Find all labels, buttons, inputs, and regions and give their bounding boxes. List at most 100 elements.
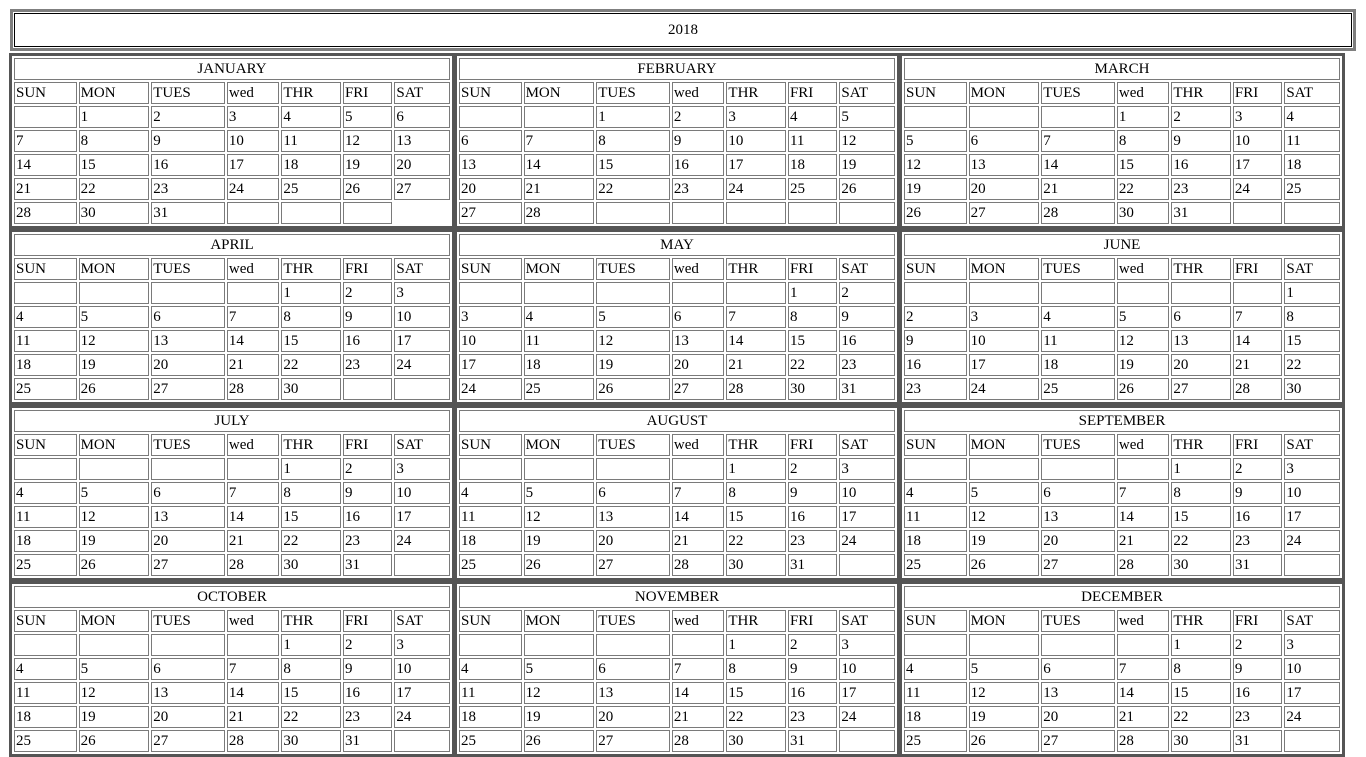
day-cell: 11 xyxy=(281,130,341,152)
day-cell: 22 xyxy=(1284,354,1340,376)
day-cell: 25 xyxy=(523,378,595,400)
day-cell xyxy=(281,202,341,224)
day-cell: 26 xyxy=(904,202,967,224)
day-cell: 4 xyxy=(523,306,595,328)
day-cell: 14 xyxy=(1116,682,1170,704)
week-row: 12 13 14 15 16 17 18 xyxy=(904,154,1340,176)
day-cell: 16 xyxy=(1232,682,1283,704)
weekday-header: THR xyxy=(1171,610,1231,632)
day-cell: 4 xyxy=(281,106,341,128)
day-cell: 31 xyxy=(787,730,838,752)
day-cell: 24 xyxy=(839,706,895,728)
weekday-header: wed xyxy=(226,610,280,632)
day-cell: 28 xyxy=(1232,378,1283,400)
day-cell: 13 xyxy=(394,130,450,152)
weekday-header: THR xyxy=(726,610,786,632)
day-cell: 3 xyxy=(226,106,280,128)
day-cell: 21 xyxy=(226,354,280,376)
weekday-header: SUN xyxy=(904,82,967,104)
day-cell: 24 xyxy=(839,530,895,552)
month-name: MARCH xyxy=(904,58,1340,80)
weekday-header: FRI xyxy=(1232,610,1283,632)
month-table: OCTOBER SUN MON TUES wed THR FRI SAT 1 2 3 4 5 6 7 8 9 10… xyxy=(12,584,452,754)
day-cell xyxy=(1041,106,1115,128)
day-cell: 22 xyxy=(726,706,786,728)
day-cell xyxy=(671,202,725,224)
day-cell: 20 xyxy=(1041,706,1115,728)
day-cell: 21 xyxy=(671,530,725,552)
day-cell: 27 xyxy=(968,202,1040,224)
day-cell: 13 xyxy=(151,330,225,352)
day-cell: 22 xyxy=(1116,178,1170,200)
day-cell: 6 xyxy=(394,106,450,128)
day-cell: 14 xyxy=(226,506,280,528)
day-cell: 16 xyxy=(671,154,725,176)
day-cell: 2 xyxy=(904,306,967,328)
day-cell: 14 xyxy=(1116,506,1170,528)
day-cell xyxy=(14,282,77,304)
day-cell xyxy=(523,282,595,304)
day-cell xyxy=(394,202,450,224)
month-table: APRIL SUN MON TUES wed THR FRI SAT 1 2 3 4 5 6 7 8 9 10 11… xyxy=(12,232,452,402)
day-cell: 25 xyxy=(14,554,77,576)
day-cell xyxy=(151,282,225,304)
day-cell: 9 xyxy=(839,306,895,328)
weekday-header: TUES xyxy=(596,434,670,456)
day-cell: 18 xyxy=(14,354,77,376)
day-cell: 27 xyxy=(459,202,522,224)
day-cell xyxy=(839,730,895,752)
weekday-header: FRI xyxy=(787,258,838,280)
day-cell: 14 xyxy=(14,154,77,176)
week-row: 7 8 9 10 11 12 13 xyxy=(14,130,450,152)
day-cell xyxy=(726,202,786,224)
day-cell: 18 xyxy=(459,530,522,552)
weekday-header: TUES xyxy=(151,610,225,632)
day-cell: 12 xyxy=(342,130,393,152)
weekday-header: TUES xyxy=(151,258,225,280)
week-row: 11 12 13 14 15 16 17 xyxy=(904,682,1340,704)
day-cell: 17 xyxy=(839,506,895,528)
day-cell: 30 xyxy=(726,730,786,752)
day-cell: 16 xyxy=(342,506,393,528)
day-cell: 22 xyxy=(78,178,150,200)
day-cell: 2 xyxy=(342,282,393,304)
day-cell xyxy=(1041,458,1115,480)
day-cell: 25 xyxy=(281,178,341,200)
day-cell: 11 xyxy=(1284,130,1340,152)
day-cell: 25 xyxy=(1041,378,1115,400)
day-cell: 6 xyxy=(1171,306,1231,328)
day-cell: 6 xyxy=(596,482,670,504)
day-cell xyxy=(787,202,838,224)
month-name: APRIL xyxy=(14,234,450,256)
weekday-header: wed xyxy=(671,434,725,456)
weekday-header: SUN xyxy=(459,434,522,456)
day-cell: 8 xyxy=(787,306,838,328)
day-cell: 20 xyxy=(1171,354,1231,376)
month-table: JUNE SUN MON TUES wed THR FRI SAT 1 2 3 4 5 6 7 8 9 10 11 1… xyxy=(902,232,1342,402)
month-august: AUGUST SUN MON TUES wed THR FRI SAT 1 2 3 4 5 6 7 8 9 10 1… xyxy=(454,405,900,581)
day-cell: 14 xyxy=(226,682,280,704)
day-cell: 5 xyxy=(523,482,595,504)
day-cell: 28 xyxy=(671,730,725,752)
day-cell: 9 xyxy=(342,658,393,680)
day-cell: 6 xyxy=(596,658,670,680)
day-cell: 19 xyxy=(523,530,595,552)
day-cell: 17 xyxy=(1232,154,1283,176)
weekday-header: SAT xyxy=(839,82,895,104)
day-cell: 25 xyxy=(14,378,77,400)
day-cell: 2 xyxy=(342,634,393,656)
day-cell xyxy=(226,282,280,304)
day-cell: 25 xyxy=(904,730,967,752)
day-cell: 23 xyxy=(342,706,393,728)
day-cell: 4 xyxy=(904,482,967,504)
day-cell xyxy=(523,106,595,128)
day-cell: 13 xyxy=(596,682,670,704)
day-cell: 21 xyxy=(671,706,725,728)
week-row: 11 12 13 14 15 16 17 xyxy=(14,682,450,704)
day-cell: 23 xyxy=(787,706,838,728)
day-cell: 7 xyxy=(1232,306,1283,328)
month-table: AUGUST SUN MON TUES wed THR FRI SAT 1 2 3 4 5 6 7 8 9 10 1… xyxy=(457,408,897,578)
weekday-header: wed xyxy=(1116,82,1170,104)
day-cell: 19 xyxy=(596,354,670,376)
day-cell xyxy=(1116,634,1170,656)
